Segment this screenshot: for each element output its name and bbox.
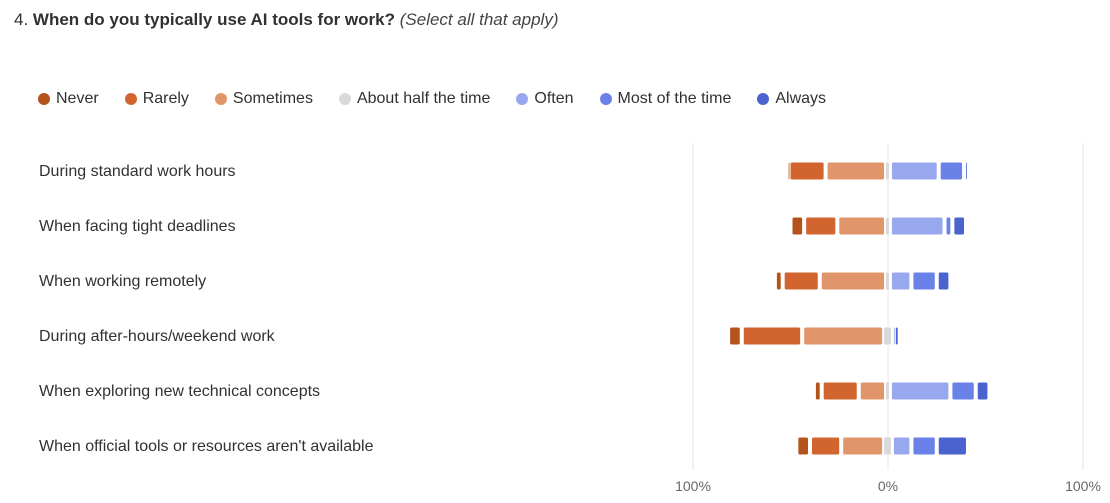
legend-item[interactable]: Sometimes	[214, 90, 313, 108]
legend-dot-icon	[124, 93, 137, 105]
legend-label: Often	[534, 90, 574, 107]
bar-segment	[821, 272, 885, 290]
bar-segment	[946, 217, 951, 235]
bar-segment	[891, 382, 949, 400]
bar-segment	[913, 437, 935, 455]
bar-segment	[827, 162, 885, 180]
bar-segment	[788, 162, 790, 180]
bar-segment	[776, 272, 781, 290]
bar-segment	[940, 162, 963, 180]
bar-segment	[743, 327, 801, 345]
bar-segment	[792, 217, 803, 235]
legend-label: Rarely	[142, 90, 189, 107]
bar-segment	[891, 217, 943, 235]
bar-segment	[891, 162, 937, 180]
question-text: When do you typically use AI tools for w…	[32, 10, 395, 29]
legend-dot-icon	[38, 93, 50, 105]
bar-segment	[784, 272, 818, 290]
bar-segment	[839, 217, 885, 235]
bar-segment	[886, 382, 889, 400]
bar-segment	[798, 437, 808, 455]
x-tick-label: 100%	[1065, 478, 1101, 494]
legend-item[interactable]: Rarely	[124, 90, 189, 108]
bar-segment	[938, 437, 966, 455]
legend-item[interactable]: Most of the time	[599, 90, 732, 108]
question-note: (Select all that apply)	[399, 10, 559, 29]
bar-segment	[843, 437, 883, 455]
legend-label: Sometimes	[232, 90, 313, 107]
legend-label: Always	[775, 90, 827, 107]
legend-dot-icon	[599, 93, 612, 105]
bar-segment	[804, 327, 883, 345]
legend-item[interactable]: Often	[516, 90, 574, 108]
question-title: 4. When do you typically use AI tools fo…	[14, 10, 558, 30]
bar-segment	[977, 382, 988, 400]
x-tick-label: 100%	[675, 478, 711, 494]
legend-dot-icon	[516, 93, 529, 105]
bar-segment	[913, 272, 935, 290]
bar-segment	[823, 382, 857, 400]
bar-segment	[954, 217, 964, 235]
row-label: When facing tight deadlines	[39, 218, 236, 235]
row-label: When working remotely	[39, 273, 207, 290]
question-number: 4.	[14, 10, 29, 29]
bar-segment	[966, 162, 967, 180]
bar-segment	[884, 327, 891, 345]
legend-item[interactable]: Always	[757, 90, 826, 108]
bar-segment	[730, 327, 740, 345]
legend-label: About half the time	[356, 90, 491, 107]
bar-segment	[893, 327, 895, 345]
row-label: During after-hours/weekend work	[39, 328, 275, 345]
bar-segment	[790, 162, 824, 180]
bar-segment	[815, 382, 820, 400]
bar-segment	[886, 272, 889, 290]
bar-segment	[891, 272, 910, 290]
bar-segment	[806, 217, 836, 235]
bar-segment	[812, 437, 840, 455]
bar-segment	[938, 272, 949, 290]
legend-item[interactable]: Never	[38, 90, 99, 108]
legend-dot-icon	[214, 93, 227, 105]
bar-segment	[886, 217, 889, 235]
bar-segment	[860, 382, 885, 400]
row-label: During standard work hours	[39, 163, 236, 180]
bar-segment	[884, 437, 891, 455]
legend-label: Most of the time	[617, 90, 732, 107]
x-tick-label: 0%	[878, 478, 898, 494]
legend-dot-icon	[757, 93, 770, 105]
bar-segment	[952, 382, 974, 400]
row-label: When official tools or resources aren't …	[39, 438, 374, 455]
bar-segment	[895, 327, 898, 345]
bar-segment	[886, 162, 889, 180]
legend-label: Never	[56, 90, 99, 107]
row-label: When exploring new technical concepts	[39, 383, 321, 400]
legend-dot-icon	[338, 93, 351, 105]
chart-legend: Never Rarely Sometimes About half the time O…	[38, 90, 852, 108]
legend-item[interactable]: About half the time	[338, 90, 491, 108]
bar-segment	[893, 437, 910, 455]
